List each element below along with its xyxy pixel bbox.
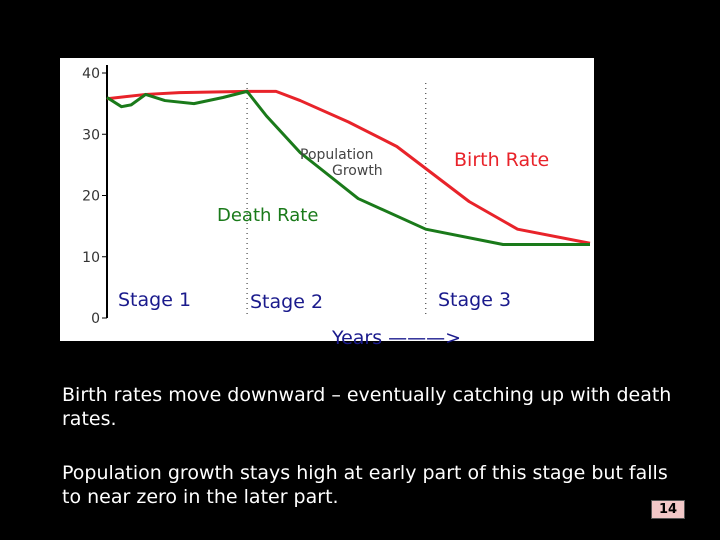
- y-ticks: 0 10 20 30 40: [82, 66, 107, 327]
- chart-background: [60, 58, 594, 341]
- birth-rate-line: [106, 89, 591, 245]
- stage-dividers: [246, 83, 427, 318]
- x-axis-label: Years ———>: [331, 327, 461, 349]
- series-group: [106, 89, 591, 246]
- y-tick-label: 20: [82, 189, 100, 205]
- demographic-transition-chart: 0 10 20 30 40 Birth Rate Death Rate Populati…: [60, 58, 594, 374]
- body-paragraph-1: Birth rates move downward – eventually c…: [62, 384, 672, 430]
- xlabel-strip: [60, 341, 594, 374]
- chart-labels: Birth Rate Death Rate Population Growth S…: [118, 147, 549, 349]
- birth-rate-label: Birth Rate: [454, 149, 549, 171]
- death-rate-label: Death Rate: [217, 205, 318, 226]
- stage-1-label: Stage 1: [118, 289, 191, 311]
- stage-3-label: Stage 3: [438, 289, 511, 311]
- population-growth-label: Population Growth: [300, 147, 383, 179]
- death-rate-line: [106, 89, 590, 246]
- y-tick-label: 40: [82, 66, 100, 82]
- y-tick-label: 0: [91, 311, 100, 327]
- page-number-badge: 14: [651, 500, 685, 519]
- stage-2-label: Stage 2: [250, 291, 323, 313]
- body-paragraph-2: Population growth stays high at early pa…: [62, 462, 668, 508]
- y-tick-label: 30: [82, 127, 100, 143]
- y-tick-label: 10: [82, 250, 100, 266]
